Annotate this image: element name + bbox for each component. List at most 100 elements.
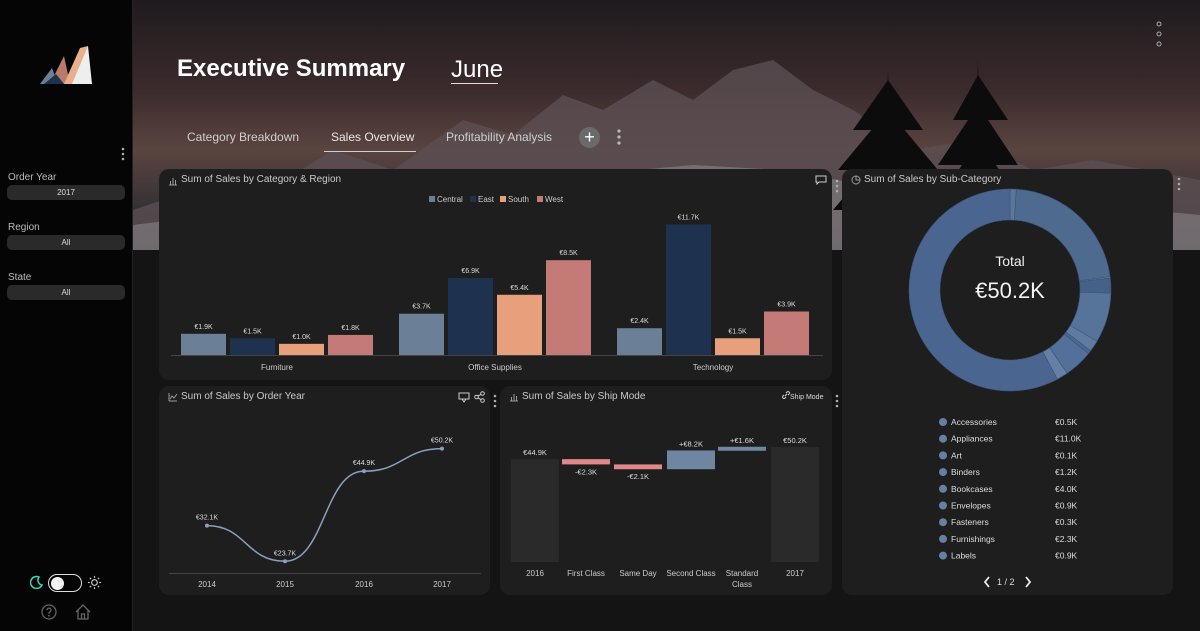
series-line — [206, 447, 443, 563]
x-tick-label: 2015 — [276, 580, 294, 589]
ship-mode-link-label: Ship Mode — [790, 394, 824, 401]
data-label: €6.9K — [461, 268, 480, 275]
data-point — [205, 523, 209, 528]
page-title: Executive Summary — [177, 55, 406, 82]
filter-label-order-year: Order Year — [8, 172, 57, 183]
data-label: €1.5K — [728, 328, 747, 335]
more-options-icon[interactable] — [1155, 21, 1163, 49]
tab-sales-overview[interactable]: Sales Overview — [331, 130, 415, 144]
chevron-right-icon[interactable] — [1024, 576, 1032, 588]
logo-icon — [40, 46, 92, 84]
legend-value: €2.3K — [1055, 534, 1078, 544]
comment-icon[interactable] — [815, 175, 827, 185]
legend-swatch — [429, 196, 435, 202]
donut-center-label: Total — [995, 253, 1025, 269]
card-title: Sum of Sales by Category & Region — [181, 174, 342, 185]
ship-mode-link-button[interactable]: Ship Mode — [782, 391, 823, 401]
link-icon — [782, 391, 790, 401]
order-year-select[interactable]: 2017 — [7, 185, 125, 200]
legend-label: Furnishings — [951, 534, 995, 544]
data-label: €50.2K — [783, 436, 807, 445]
data-label: €5.4K — [510, 285, 529, 292]
bar — [448, 278, 493, 355]
share-icon[interactable] — [474, 391, 485, 403]
legend-swatch — [939, 484, 947, 493]
card-title: Sum of Sales by Order Year — [181, 391, 305, 402]
legend-label: Appliances — [951, 434, 993, 444]
bar — [230, 338, 275, 355]
data-label: +€1.6K — [730, 436, 754, 445]
data-label: -€2.3K — [575, 467, 597, 476]
state-select[interactable]: All — [7, 285, 125, 300]
legend-label: West — [545, 195, 564, 204]
data-point — [440, 446, 444, 451]
x-tick-label: 2017 — [786, 569, 804, 578]
theme-toggle-group — [30, 573, 102, 593]
x-tick-label: Standard — [726, 569, 758, 578]
more-options-icon[interactable] — [121, 147, 125, 161]
waterfall-bar — [718, 446, 766, 451]
donut-slice-other — [908, 188, 1058, 392]
sidebar: Order Year 2017 Region All State All — [0, 0, 133, 631]
data-label: €44.9K — [523, 448, 547, 457]
more-options-icon[interactable] — [617, 128, 621, 146]
legend-value: €11.0K — [1055, 434, 1082, 444]
bar — [546, 260, 591, 355]
waterfall-bar — [667, 450, 715, 470]
data-label: €1.9K — [194, 324, 213, 331]
legend-value: €4.0K — [1055, 484, 1078, 494]
legend-label: Central — [437, 195, 463, 204]
legend-label: Binders — [951, 467, 980, 477]
chevron-left-icon[interactable] — [983, 576, 991, 588]
bar — [497, 294, 542, 355]
help-icon[interactable] — [41, 604, 57, 620]
bar-chart-icon — [510, 394, 518, 402]
bar-chart-icon — [169, 178, 177, 186]
waterfall-bar — [614, 464, 662, 470]
tab-category-breakdown[interactable]: Category Breakdown — [187, 130, 300, 144]
legend-swatch — [939, 534, 947, 543]
add-tab-button[interactable]: + — [579, 127, 600, 148]
bar — [715, 338, 760, 355]
order-year-chart: €32.1K 2014 €23.7K 2015 €44.9K 2016 €50.2K 2017 — [169, 438, 481, 589]
data-label: €3.7K — [412, 304, 431, 311]
legend-swatch — [939, 418, 947, 426]
legend-label: Accessories — [951, 417, 997, 427]
more-options-icon[interactable] — [835, 394, 839, 408]
sub-category-card: Sum of Sales by Sub-Category Accessories… — [842, 169, 1173, 595]
waterfall-bar — [511, 459, 559, 562]
waterfall-bar — [562, 459, 610, 465]
data-label: €11.7K — [678, 215, 700, 222]
legend-swatch — [939, 434, 947, 443]
bar — [399, 313, 444, 355]
region-select[interactable]: All — [7, 235, 125, 250]
bar — [666, 224, 711, 355]
more-options-icon[interactable] — [835, 179, 839, 193]
bar — [617, 328, 662, 355]
legend-value: €0.3K — [1055, 517, 1078, 527]
filter-label-region: Region — [8, 222, 40, 233]
bar — [764, 311, 809, 355]
comment-icon[interactable] — [458, 392, 470, 403]
legend-swatch — [939, 468, 947, 477]
category-region-card: Sum of Sales by Category & Region Centra… — [159, 169, 832, 380]
x-tick-label: Technology — [693, 363, 733, 372]
more-options-icon[interactable] — [1177, 177, 1181, 191]
x-tick-label: 2017 — [433, 580, 451, 589]
month-selector[interactable]: June — [451, 56, 504, 83]
x-tick-label: First Class — [567, 569, 605, 578]
data-label: €8.5K — [559, 250, 578, 257]
bar — [279, 343, 324, 355]
legend-swatch — [470, 196, 476, 202]
x-tick-label: Same Day — [619, 569, 656, 578]
x-tick-label: 2016 — [526, 569, 544, 578]
theme-toggle[interactable] — [48, 574, 82, 592]
tab-profitability-analysis[interactable]: Profitability Analysis — [446, 130, 553, 144]
bar — [181, 333, 226, 355]
home-icon[interactable] — [74, 603, 92, 621]
active-tab-indicator — [324, 151, 416, 152]
line-chart-icon — [168, 393, 178, 402]
moon-icon — [30, 575, 44, 589]
toggle-knob — [51, 576, 64, 590]
more-options-icon[interactable] — [493, 394, 497, 408]
